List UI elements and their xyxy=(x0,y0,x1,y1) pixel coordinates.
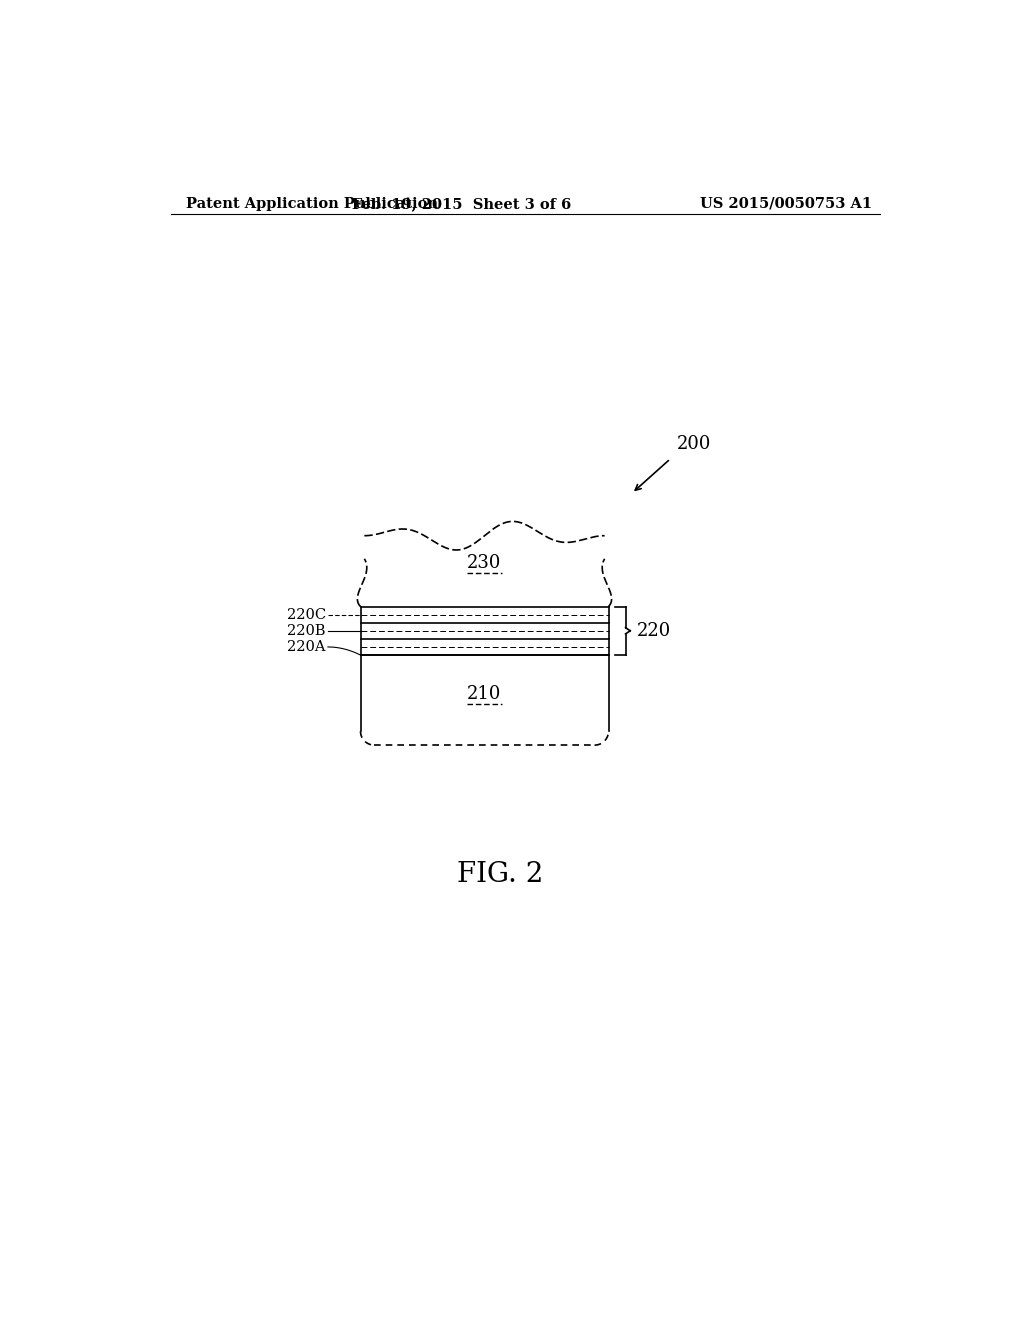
Text: Patent Application Publication: Patent Application Publication xyxy=(186,197,438,211)
Text: 220: 220 xyxy=(636,622,671,640)
Text: 200: 200 xyxy=(677,434,711,453)
Text: 220B: 220B xyxy=(287,624,326,638)
Text: 230: 230 xyxy=(467,554,502,573)
Text: 220A: 220A xyxy=(287,640,326,653)
Text: 220C: 220C xyxy=(287,607,326,622)
Text: US 2015/0050753 A1: US 2015/0050753 A1 xyxy=(699,197,872,211)
Text: Feb. 19, 2015  Sheet 3 of 6: Feb. 19, 2015 Sheet 3 of 6 xyxy=(351,197,570,211)
Text: 210: 210 xyxy=(467,685,502,704)
Text: FIG. 2: FIG. 2 xyxy=(457,861,543,888)
